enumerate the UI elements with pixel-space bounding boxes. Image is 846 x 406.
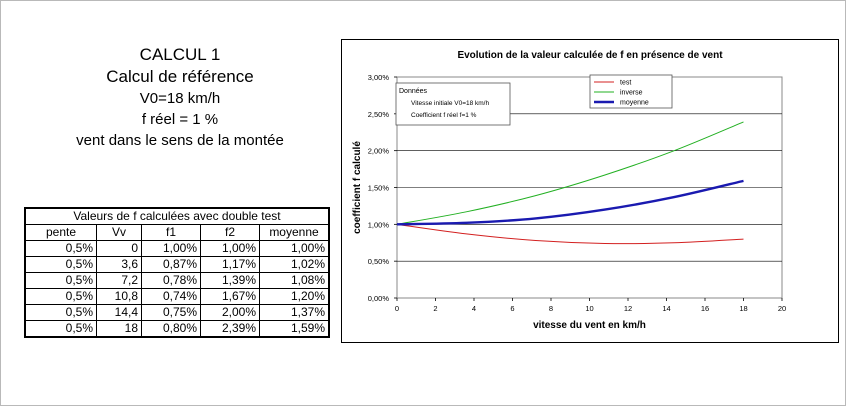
header-f2: f2 (200, 224, 260, 241)
y-tick-label: 0,00% (368, 294, 390, 303)
annotation-box (395, 82, 511, 126)
table-cell: 0 (96, 240, 142, 257)
table-cell: 0,5% (24, 288, 97, 305)
table-cell: 1,00% (259, 240, 330, 257)
table-cell: 0,5% (24, 272, 97, 289)
table-header-row: pente Vv f1 f2 moyenne (24, 224, 330, 241)
table-row: 0,5% 10,8 0,74% 1,67% 1,20% (24, 288, 330, 305)
series-line-test (396, 223, 744, 245)
values-table: Valeurs de f calculées avec double test … (24, 207, 330, 338)
x-tick-label: 4 (472, 304, 476, 313)
y-tick-label: 1,50% (368, 184, 390, 193)
x-tick-label: 16 (701, 304, 709, 313)
annotation-line-1: Vitesse initiale V0=18 km/h (411, 100, 489, 107)
table-cell: 1,00% (141, 240, 201, 257)
table-cell: 0,75% (141, 304, 201, 321)
table-cell: 1,37% (259, 304, 330, 321)
table-cell: 3,6 (96, 256, 142, 273)
y-tick-label: 1,00% (368, 220, 390, 229)
table-cell: 1,17% (200, 256, 260, 273)
x-axis-label: vitesse du vent en km/h (533, 320, 646, 331)
real-coefficient: f réel = 1 % (141, 111, 219, 128)
initial-speed: V0=18 km/h (139, 90, 221, 107)
header-vv: Vv (96, 224, 142, 241)
table-cell: 1,39% (200, 272, 260, 289)
y-tick-label: 2,00% (368, 147, 390, 156)
calc-title: CALCUL 1 (139, 45, 221, 64)
line-chart: Evolution de la valeur calculée de f en … (352, 50, 786, 331)
table-cell: 0,5% (24, 304, 97, 321)
table-row: 0,5% 0 1,00% 1,00% 1,00% (24, 240, 330, 257)
table-cell: 18 (96, 320, 142, 338)
header-f1: f1 (141, 224, 201, 241)
table-cell: 0,87% (141, 256, 201, 273)
table-cell: 0,5% (24, 256, 97, 273)
y-tick-label: 0,50% (368, 257, 390, 266)
legend-label-inverse: inverse (620, 90, 643, 97)
table-cell: 1,67% (200, 288, 260, 305)
table-cell: 2,39% (200, 320, 260, 338)
header-moyenne: moyenne (259, 224, 330, 241)
y-tick-label: 3,00% (368, 73, 390, 82)
chart-area: Evolution de la valeur calculée de f en … (341, 39, 839, 343)
x-tick-label: 10 (585, 304, 593, 313)
table-row: 0,5% 14,4 0,75% 2,00% 1,37% (24, 304, 330, 321)
table-cell: 1,59% (259, 320, 330, 338)
x-tick-label: 0 (395, 304, 399, 313)
series-line-moyenne (396, 179, 744, 226)
table-cell: 7,2 (96, 272, 142, 289)
table-row: 0,5% 7,2 0,78% 1,39% 1,08% (24, 272, 330, 289)
y-axis-label: coefficient f calculé (352, 141, 363, 234)
table-cell: 2,00% (200, 304, 260, 321)
x-tick-label: 18 (739, 304, 747, 313)
x-tick-label: 20 (778, 304, 786, 313)
x-tick-label: 14 (662, 304, 670, 313)
table-caption-row: Valeurs de f calculées avec double test (24, 207, 330, 225)
x-tick-label: 2 (433, 304, 437, 313)
chart-title: Evolution de la valeur calculée de f en … (457, 50, 723, 61)
table-cell: 0,5% (24, 240, 97, 257)
x-tick-label: 12 (624, 304, 632, 313)
x-tick-label: 6 (510, 304, 514, 313)
table-cell: 10,8 (96, 288, 142, 305)
table-row: 0,5% 18 0,80% 2,39% 1,59% (24, 320, 330, 338)
table-cell: 1,02% (259, 256, 330, 273)
heading-block: CALCUL 1 Calcul de référence V0=18 km/h … (30, 44, 330, 151)
legend-label-moyenne: moyenne (620, 100, 649, 107)
legend-label-test: test (620, 80, 631, 87)
header-pente: pente (24, 224, 97, 241)
series-line-inverse (396, 121, 744, 225)
annotation-title: Données (399, 88, 428, 95)
table-caption: Valeurs de f calculées avec double test (24, 207, 330, 225)
wind-direction: vent dans le sens de la montée (76, 132, 284, 149)
table-cell: 0,5% (24, 320, 97, 338)
table-cell: 0,78% (141, 272, 201, 289)
table-cell: 1,08% (259, 272, 330, 289)
table-cell: 1,00% (200, 240, 260, 257)
y-tick-label: 2,50% (368, 110, 390, 119)
calc-subtitle: Calcul de référence (106, 67, 254, 86)
table-cell: 1,20% (259, 288, 330, 305)
table-cell: 0,80% (141, 320, 201, 338)
annotation-line-2: Coefficient f réel f=1 % (411, 112, 477, 119)
table-cell: 0,74% (141, 288, 201, 305)
table-cell: 14,4 (96, 304, 142, 321)
x-tick-label: 8 (549, 304, 553, 313)
table-row: 0,5% 3,6 0,87% 1,17% 1,02% (24, 256, 330, 273)
